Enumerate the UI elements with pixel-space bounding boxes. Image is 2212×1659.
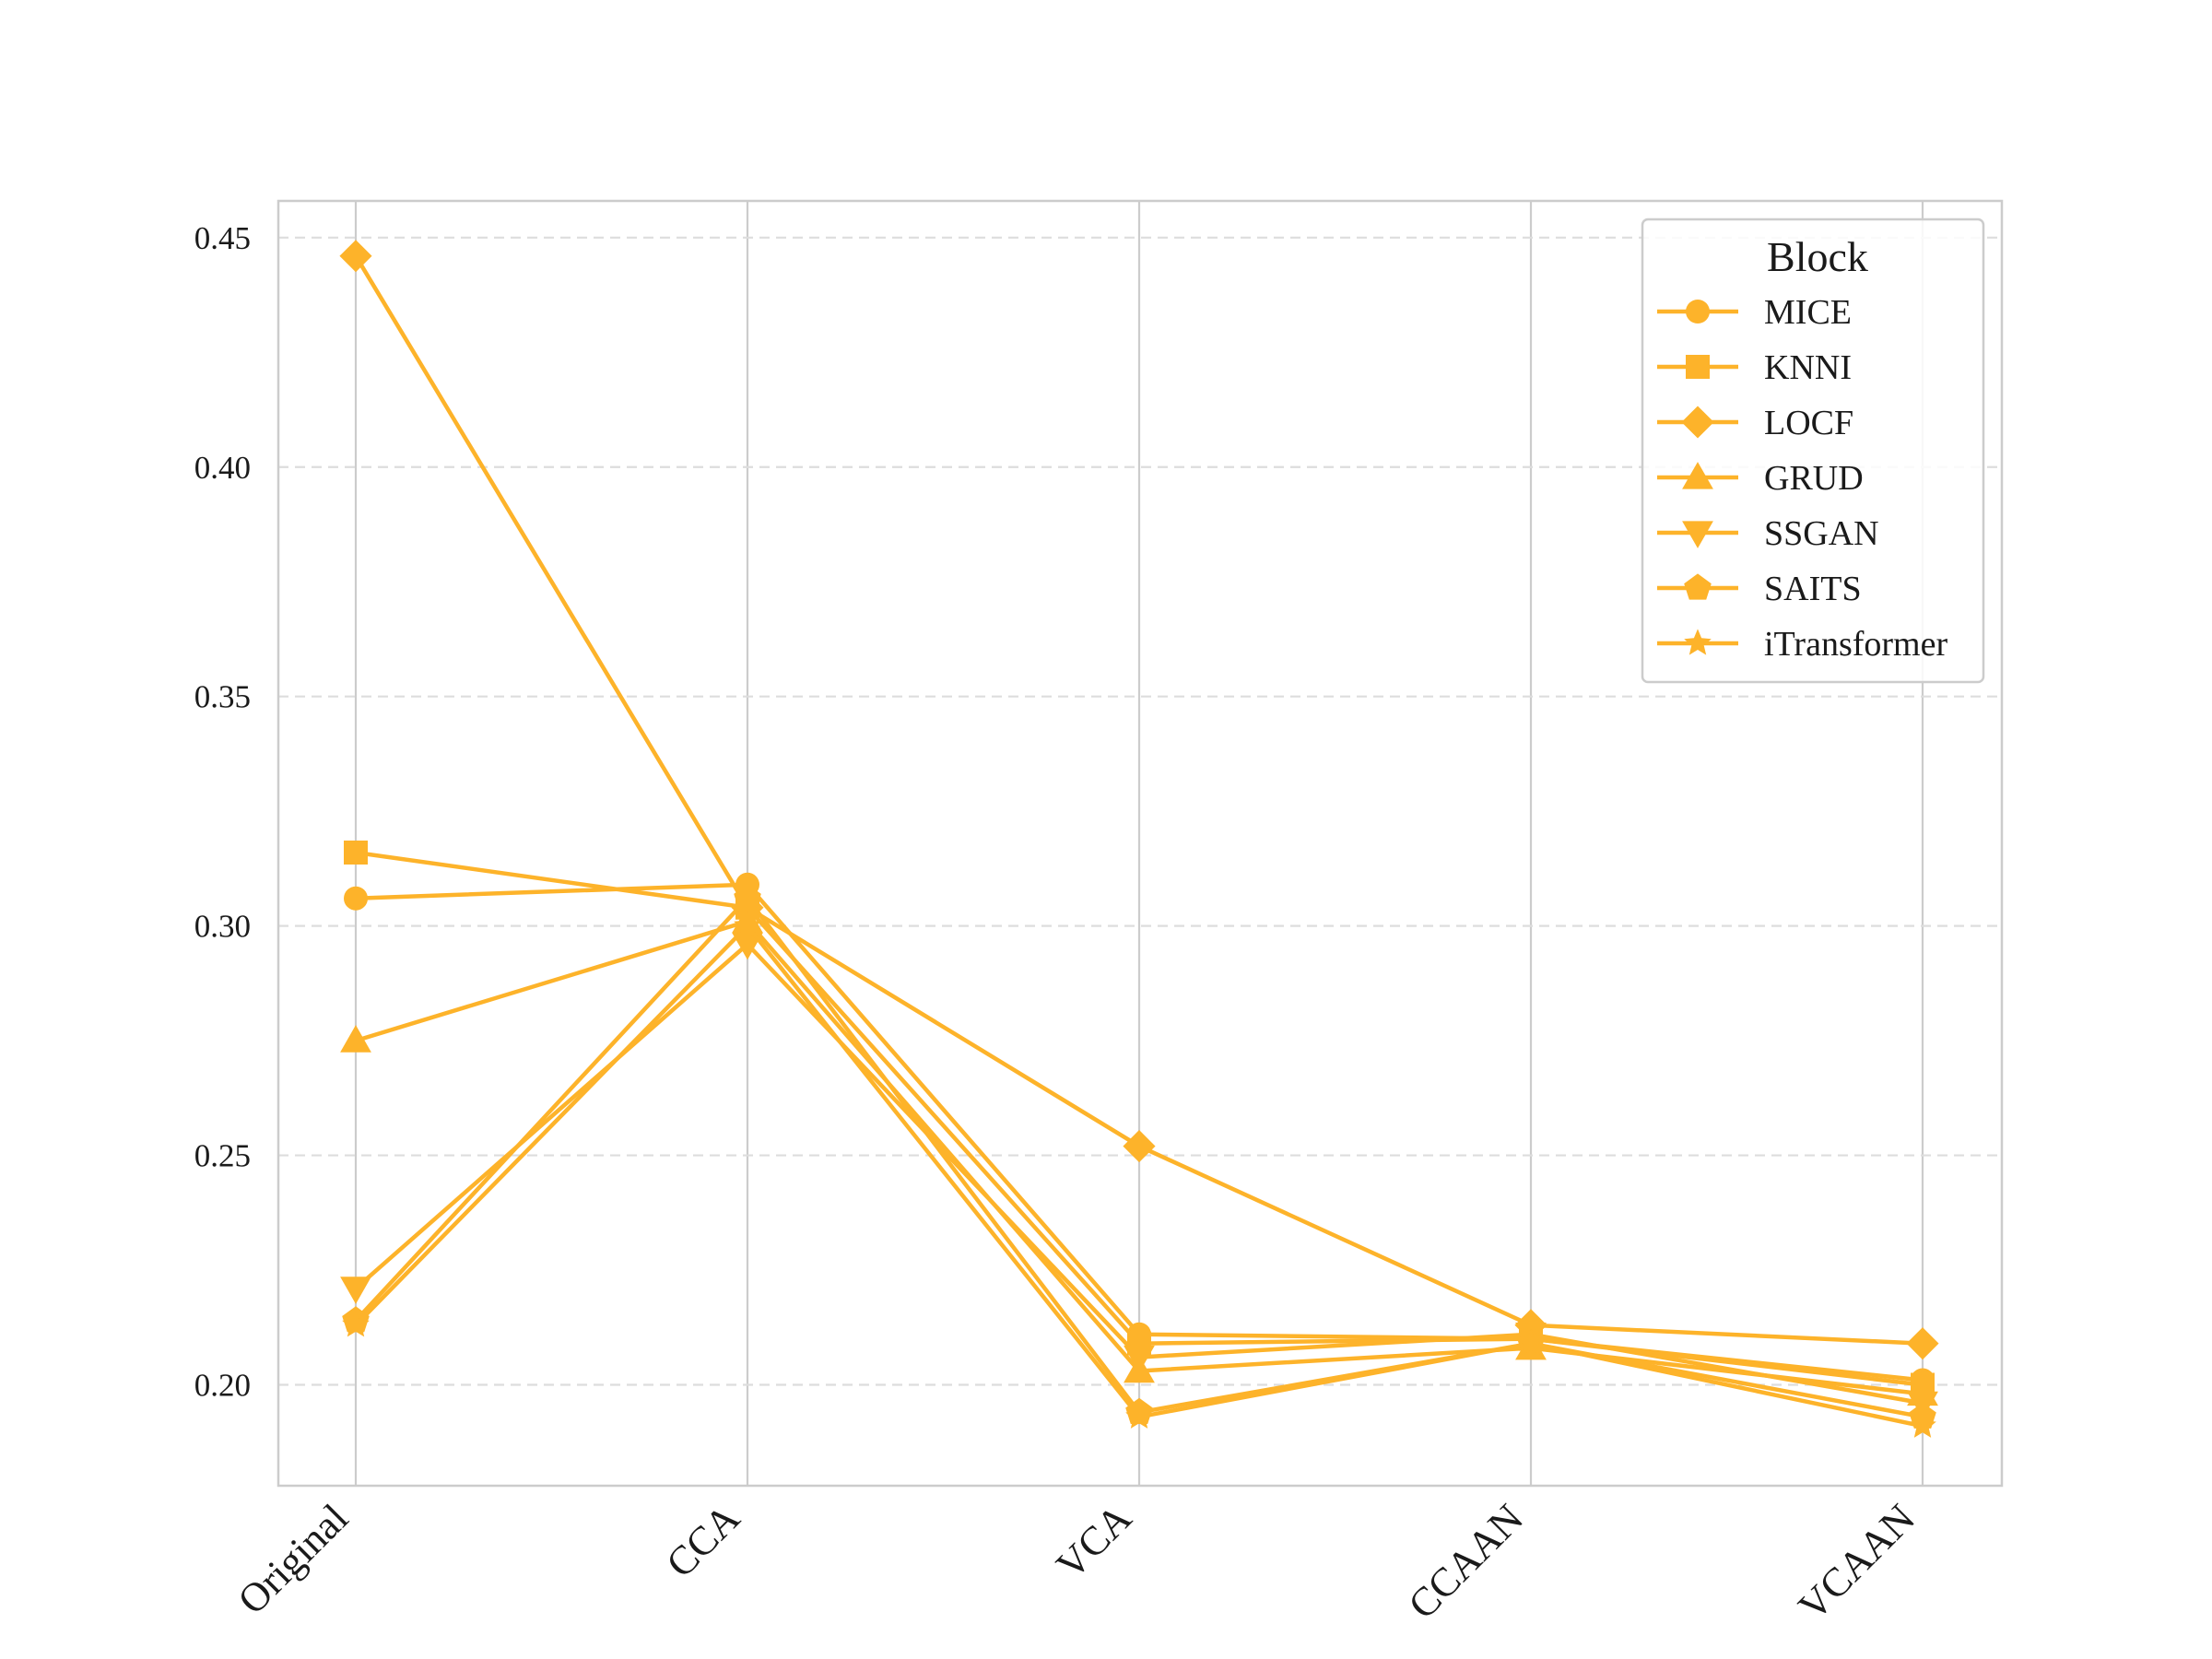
y-axis-ticks: 0.20 0.25 0.30 0.35 0.40 0.45 <box>194 220 251 1404</box>
legend-label: KNNI <box>1764 348 1852 387</box>
data-point-marker <box>1909 1411 1936 1438</box>
legend-label: SSGAN <box>1764 514 1879 553</box>
data-point-marker <box>732 932 763 960</box>
data-point-marker <box>340 1277 371 1304</box>
legend-label: SAITS <box>1764 570 1862 608</box>
legend-title: Block <box>1767 233 1868 280</box>
y-tick-label: 0.20 <box>194 1367 251 1403</box>
data-point-marker <box>342 1311 370 1337</box>
legend-item-locf: LOCF <box>1657 404 1853 442</box>
y-tick-label: 0.30 <box>194 909 251 945</box>
series-lines <box>339 240 1939 1438</box>
data-point-marker <box>1517 1329 1545 1356</box>
data-point-marker <box>734 912 761 938</box>
legend-label: GRUD <box>1764 459 1864 498</box>
legend-item-ssgan: SSGAN <box>1657 514 1879 553</box>
data-point-marker <box>1125 1402 1153 1429</box>
data-point-marker <box>340 1025 371 1053</box>
legend-label: iTransformer <box>1764 625 1947 664</box>
y-tick-label: 0.25 <box>194 1138 251 1174</box>
legend-marker <box>1684 629 1712 655</box>
legend-marker <box>1686 355 1710 379</box>
legend-marker <box>1682 521 1713 548</box>
legend: Block MICE KNNI LOCF GRUD SSGAN SAITS iTransfor… <box>1641 218 1985 684</box>
legend-marker <box>1682 462 1713 489</box>
legend-item-grud: GRUD <box>1657 459 1864 498</box>
data-point-marker <box>1123 1130 1156 1163</box>
plot-area-frame <box>276 199 2004 1488</box>
data-point-marker <box>734 884 761 911</box>
y-tick-label: 0.40 <box>194 450 251 486</box>
legend-label: MICE <box>1764 293 1852 332</box>
data-point-marker <box>339 240 372 273</box>
legend-box <box>1641 218 1985 684</box>
data-point-marker <box>1124 1345 1155 1373</box>
data-point-marker <box>344 886 368 911</box>
series-itransformer <box>342 912 1936 1438</box>
legend-marker <box>1684 573 1712 600</box>
legend-item-knni: KNNI <box>1657 348 1852 387</box>
legend-marker <box>1681 406 1714 439</box>
legend-item-mice: MICE <box>1657 293 1852 332</box>
y-tick-label: 0.45 <box>194 220 251 256</box>
legend-item-saits: SAITS <box>1657 570 1862 608</box>
data-point-marker <box>344 840 368 865</box>
legend-label: LOCF <box>1764 404 1853 442</box>
legend-item-itransformer: iTransformer <box>1657 625 1947 664</box>
data-point-marker <box>1906 1327 1939 1360</box>
y-tick-label: 0.35 <box>194 679 251 715</box>
legend-marker <box>1686 300 1710 324</box>
